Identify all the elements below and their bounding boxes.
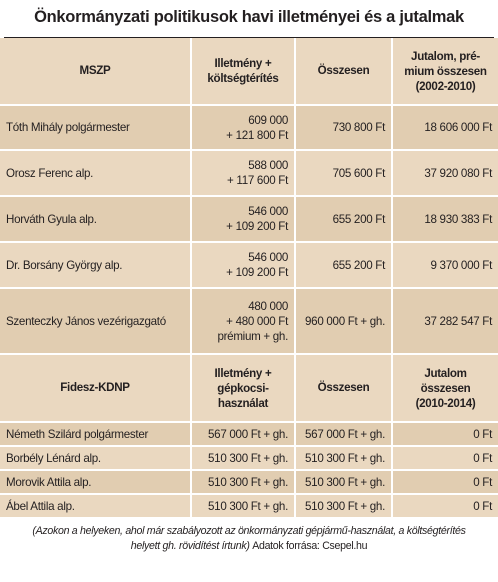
total-column-header: Összesen — [296, 38, 393, 106]
bonus-header-line: mium összesen — [404, 64, 487, 78]
table-row: Morovik Attila alp. 510 300 Ft + gh. 510 3… — [0, 471, 498, 495]
pay-header-line: Illetmény + — [214, 57, 272, 70]
person-name: Orosz Ferenc alp. — [0, 151, 192, 197]
total-value: 510 300 Ft + gh. — [296, 447, 393, 471]
person-name: Dr. Borsány György alp. — [0, 243, 192, 289]
table-row: Szenteczky János vezérigazgató 480 000 + 4… — [0, 289, 498, 355]
pay-value: 609 000 + 121 800 Ft — [192, 106, 296, 151]
table-row: Horváth Gyula alp. 546 000 + 109 200 Ft 655… — [0, 197, 498, 243]
pay-header-line: Illetmény + — [214, 366, 272, 380]
bonus-column-header: Jutalom összesen (2010-2014) — [393, 355, 498, 423]
pay-value-line: 480 000 — [248, 299, 288, 313]
pay-value-line: + 109 200 Ft — [226, 220, 288, 233]
table-row: Borbély Lénárd alp. 510 300 Ft + gh. 510 3… — [0, 447, 498, 471]
pay-header-line: költségtérítés — [207, 72, 279, 85]
person-name: Tóth Mihály polgármester — [0, 106, 192, 151]
bonus-header-line: Jutalom — [424, 366, 467, 380]
total-value: 567 000 Ft + gh. — [296, 423, 393, 447]
table-row: Németh Szilárd polgármester 567 000 Ft + … — [0, 423, 498, 447]
total-value: 655 200 Ft — [296, 243, 393, 289]
table-row: Tóth Mihály polgármester 609 000 + 121 800… — [0, 106, 498, 151]
bonus-header-line: összesen — [420, 381, 471, 395]
total-value: 705 600 Ft — [296, 151, 393, 197]
pay-value: 510 300 Ft + gh. — [192, 471, 296, 495]
pay-header-line: használat — [217, 396, 269, 410]
table-row: Orosz Ferenc alp. 588 000 + 117 600 Ft 705 … — [0, 151, 498, 197]
bonus-value: 0 Ft — [393, 423, 498, 447]
pay-value: 510 300 Ft + gh. — [192, 447, 296, 471]
table-row: Dr. Borsány György alp. 546 000 + 109 200 … — [0, 243, 498, 289]
pay-value-line: + 480 000 Ft — [226, 314, 288, 328]
person-name: Morovik Attila alp. — [0, 471, 192, 495]
footnote-line-1: (Azokon a helyeken, ahol már szabályozot… — [32, 525, 466, 537]
bonus-header-line: Jutalom, pré- — [411, 49, 480, 63]
total-value: 960 000 Ft + gh. — [296, 289, 393, 355]
pay-value-line: 546 000 — [248, 205, 288, 218]
salary-table: MSZP Illetmény + költségtérítés Összesen Jut… — [0, 38, 498, 519]
pay-column-header: Illetmény + gépkocsi-használat — [192, 355, 296, 423]
total-value: 730 800 Ft — [296, 106, 393, 151]
fidesz-header-row: Fidesz-KDNP Illetmény + gépkocsi-használat… — [0, 355, 498, 423]
bonus-value: 9 370 000 Ft — [393, 243, 498, 289]
pay-value: 510 300 Ft + gh. — [192, 495, 296, 519]
pay-column-header: Illetmény + költségtérítés — [192, 38, 296, 106]
bonus-value: 37 282 547 Ft — [393, 289, 498, 355]
total-column-header: Összesen — [296, 355, 393, 423]
pay-value-line: 609 000 — [248, 113, 288, 127]
person-name: Németh Szilárd polgármester — [0, 423, 192, 447]
bonus-header-line: (2010-2014) — [415, 396, 476, 410]
mszp-header-row: MSZP Illetmény + költségtérítés Összesen Jut… — [0, 38, 498, 106]
total-value: 510 300 Ft + gh. — [296, 495, 393, 519]
total-value: 655 200 Ft — [296, 197, 393, 243]
footnote-line-2: helyett gh. rövidítést írtunk) — [130, 540, 250, 552]
person-name: Horváth Gyula alp. — [0, 197, 192, 243]
page-title: Önkormányzati politikusok havi illetmény… — [4, 0, 494, 38]
pay-value-line: + 117 600 Ft — [227, 174, 288, 187]
pay-value: 546 000 + 109 200 Ft — [192, 243, 296, 289]
pay-value: 480 000 + 480 000 Ft prémium + gh. — [192, 289, 296, 355]
pay-header-line: gépkocsi- — [217, 381, 269, 395]
bonus-value: 18 930 383 Ft — [393, 197, 498, 243]
bonus-column-header: Jutalom, pré-mium összesen (2002-2010) — [393, 38, 498, 106]
person-name: Ábel Attila alp. — [0, 495, 192, 519]
party-name-header: MSZP — [0, 38, 192, 106]
footnote: (Azokon a helyeken, ahol már szabályozot… — [0, 519, 498, 554]
bonus-value: 18 606 000 Ft — [393, 106, 498, 151]
bonus-value: 0 Ft — [393, 495, 498, 519]
pay-value-line: 588 000 — [248, 159, 288, 172]
bonus-value: 0 Ft — [393, 447, 498, 471]
pay-value-line: 546 000 — [248, 251, 288, 264]
bonus-value: 37 920 080 Ft — [393, 151, 498, 197]
pay-value-line: + 121 800 Ft — [226, 128, 288, 142]
bonus-value: 0 Ft — [393, 471, 498, 495]
bonus-header-line: (2002-2010) — [415, 79, 476, 93]
pay-value: 567 000 Ft + gh. — [192, 423, 296, 447]
table-row: Ábel Attila alp. 510 300 Ft + gh. 510 300 … — [0, 495, 498, 519]
person-name: Szenteczky János vezérigazgató — [0, 289, 192, 355]
pay-value-line: + 109 200 Ft — [226, 266, 288, 279]
pay-value-line: prémium + gh. — [217, 329, 288, 343]
total-value: 510 300 Ft + gh. — [296, 471, 393, 495]
party-name-header: Fidesz-KDNP — [0, 355, 192, 423]
pay-value: 546 000 + 109 200 Ft — [192, 197, 296, 243]
pay-value: 588 000 + 117 600 Ft — [192, 151, 296, 197]
person-name: Borbély Lénárd alp. — [0, 447, 192, 471]
source-credit: Adatok forrása: Csepel.hu — [252, 540, 368, 552]
